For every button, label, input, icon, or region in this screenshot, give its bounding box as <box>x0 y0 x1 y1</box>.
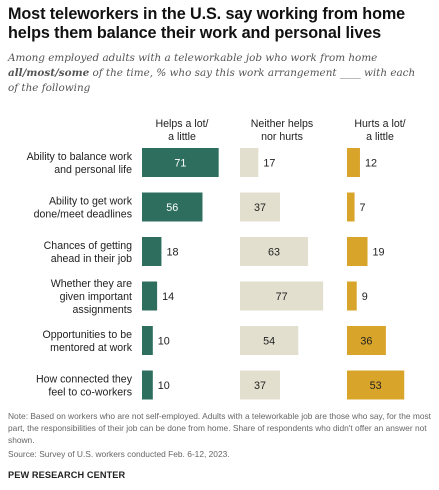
legend-hurts: Hurts a lot/ a little <box>340 118 420 144</box>
bar-hurts <box>347 326 386 355</box>
bar-hurts <box>347 237 368 266</box>
subtitle-part-2: of the time, % who say this work arrange… <box>8 67 416 94</box>
data-label-neither: 77 <box>276 291 288 303</box>
bar-helps <box>142 370 153 400</box>
legend-neither: Neither helps nor hurts <box>238 118 326 144</box>
category-label: Chances of getting <box>44 240 132 252</box>
bar-neither <box>240 237 309 266</box>
bar-neither <box>240 148 259 177</box>
legend-helps-line-2: a little <box>168 131 196 143</box>
chart-note: Note: Based on workers who are not self-… <box>8 411 431 445</box>
category-label: given important <box>60 291 132 303</box>
category-label: How connected they <box>36 374 133 386</box>
bar-helps <box>142 237 162 266</box>
data-label-helps: 14 <box>162 291 174 303</box>
data-label-neither: 17 <box>263 158 275 170</box>
legend-hurts-line-1: Hurts a lot/ <box>354 118 406 130</box>
chart-subtitle: Among employed adults with a teleworkabl… <box>8 51 428 96</box>
bar-neither <box>240 281 324 311</box>
bar-hurts <box>347 148 360 177</box>
category-label: Ability to balance work <box>27 151 133 163</box>
category-label: and personal life <box>54 164 132 176</box>
legend-helps-line-1: Helps a lot/ <box>155 118 209 130</box>
data-label-helps: 56 <box>166 202 178 214</box>
chart-title: Most teleworkers in the U.S. say working… <box>8 5 406 42</box>
subtitle-emphasis: all/most/some <box>8 67 90 79</box>
bar-helps <box>142 281 158 311</box>
category-label: ahead in their job <box>51 253 132 265</box>
pew-logo: PEW RESEARCH CENTER <box>8 470 126 480</box>
data-label-helps: 71 <box>174 158 186 170</box>
category-label: Ability to get work <box>49 196 133 208</box>
category-label: mentored at work <box>50 342 133 354</box>
category-label: done/meet deadlines <box>34 209 132 221</box>
chart-source: Source: Survey of U.S. workers conducted… <box>8 449 230 459</box>
legend-neither-line-1: Neither helps <box>250 118 314 130</box>
subtitle-part-1: Among employed adults with a teleworkabl… <box>8 52 378 64</box>
data-label-neither: 54 <box>263 336 275 348</box>
data-label-neither: 37 <box>254 202 266 214</box>
legend-hurts-line-2: a little <box>366 131 394 143</box>
data-label-helps: 10 <box>158 380 170 392</box>
data-label-neither: 63 <box>268 247 280 259</box>
category-label: assignments <box>73 304 132 316</box>
bar-neither <box>240 192 280 222</box>
category-label: Whether they are <box>51 278 132 290</box>
bar-neither <box>240 370 280 400</box>
bar-helps <box>142 192 203 222</box>
data-label-hurts: 7 <box>360 202 366 214</box>
category-label: feel to co-workers <box>48 387 132 399</box>
bar-hurts <box>347 192 355 222</box>
bar-neither <box>240 326 299 355</box>
data-label-hurts: 36 <box>360 336 372 348</box>
data-label-hurts: 12 <box>365 158 377 170</box>
data-label-hurts: 19 <box>373 247 385 259</box>
data-label-helps: 10 <box>158 336 170 348</box>
data-label-hurts: 53 <box>370 380 382 392</box>
bar-helps <box>142 326 153 355</box>
data-label-helps: 18 <box>166 247 178 259</box>
data-label-neither: 37 <box>254 380 266 392</box>
bar-hurts <box>347 281 357 311</box>
bar-helps <box>142 148 219 177</box>
data-label-hurts: 9 <box>362 291 368 303</box>
legend-helps: Helps a lot/ a little <box>140 118 224 144</box>
legend-neither-line-2: nor hurts <box>261 131 303 143</box>
category-label: Opportunities to be <box>42 329 132 341</box>
bar-hurts <box>347 370 405 400</box>
